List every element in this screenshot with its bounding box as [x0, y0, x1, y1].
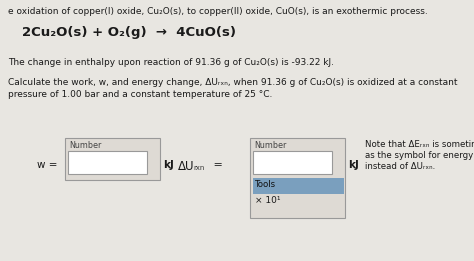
Text: The change in enthalpy upon reaction of 91.36 g of Cu₂O(s) is -93.22 kJ.: The change in enthalpy upon reaction of … — [8, 58, 334, 67]
Bar — [250, 138, 345, 218]
Text: rxn: rxn — [193, 165, 204, 171]
Text: pressure of 1.00 bar and a constant temperature of 25 °C.: pressure of 1.00 bar and a constant temp… — [8, 90, 273, 99]
Text: instead of ΔUᵣₓₙ.: instead of ΔUᵣₓₙ. — [365, 162, 435, 171]
Text: Tools: Tools — [255, 180, 276, 189]
Text: Number: Number — [69, 141, 101, 150]
Bar — [68, 151, 147, 174]
Text: Note that ΔEᵣₓₙ is sometimes used: Note that ΔEᵣₓₙ is sometimes used — [365, 140, 474, 149]
Text: w =: w = — [37, 160, 57, 170]
Text: × 10¹: × 10¹ — [255, 196, 281, 205]
Text: =: = — [210, 160, 223, 170]
Text: 2Cu₂O(s) + O₂(g)  →  4CuO(s): 2Cu₂O(s) + O₂(g) → 4CuO(s) — [22, 26, 236, 39]
Text: e oxidation of copper(I) oxide, Cu₂O(s), to copper(II) oxide, CuO(s), is an exot: e oxidation of copper(I) oxide, Cu₂O(s),… — [8, 7, 428, 16]
Text: as the symbol for energy change: as the symbol for energy change — [365, 151, 474, 160]
Bar — [253, 151, 332, 174]
Text: kJ: kJ — [348, 160, 359, 170]
Text: kJ: kJ — [163, 160, 174, 170]
Text: Number: Number — [254, 141, 286, 150]
Bar — [253, 194, 344, 212]
Bar — [65, 138, 160, 180]
Bar — [253, 178, 344, 194]
Text: Calculate the work, w, and energy change, ΔUᵣₓₙ, when 91.36 g of Cu₂O(s) is oxid: Calculate the work, w, and energy change… — [8, 78, 457, 87]
Text: ΔU: ΔU — [178, 160, 194, 173]
